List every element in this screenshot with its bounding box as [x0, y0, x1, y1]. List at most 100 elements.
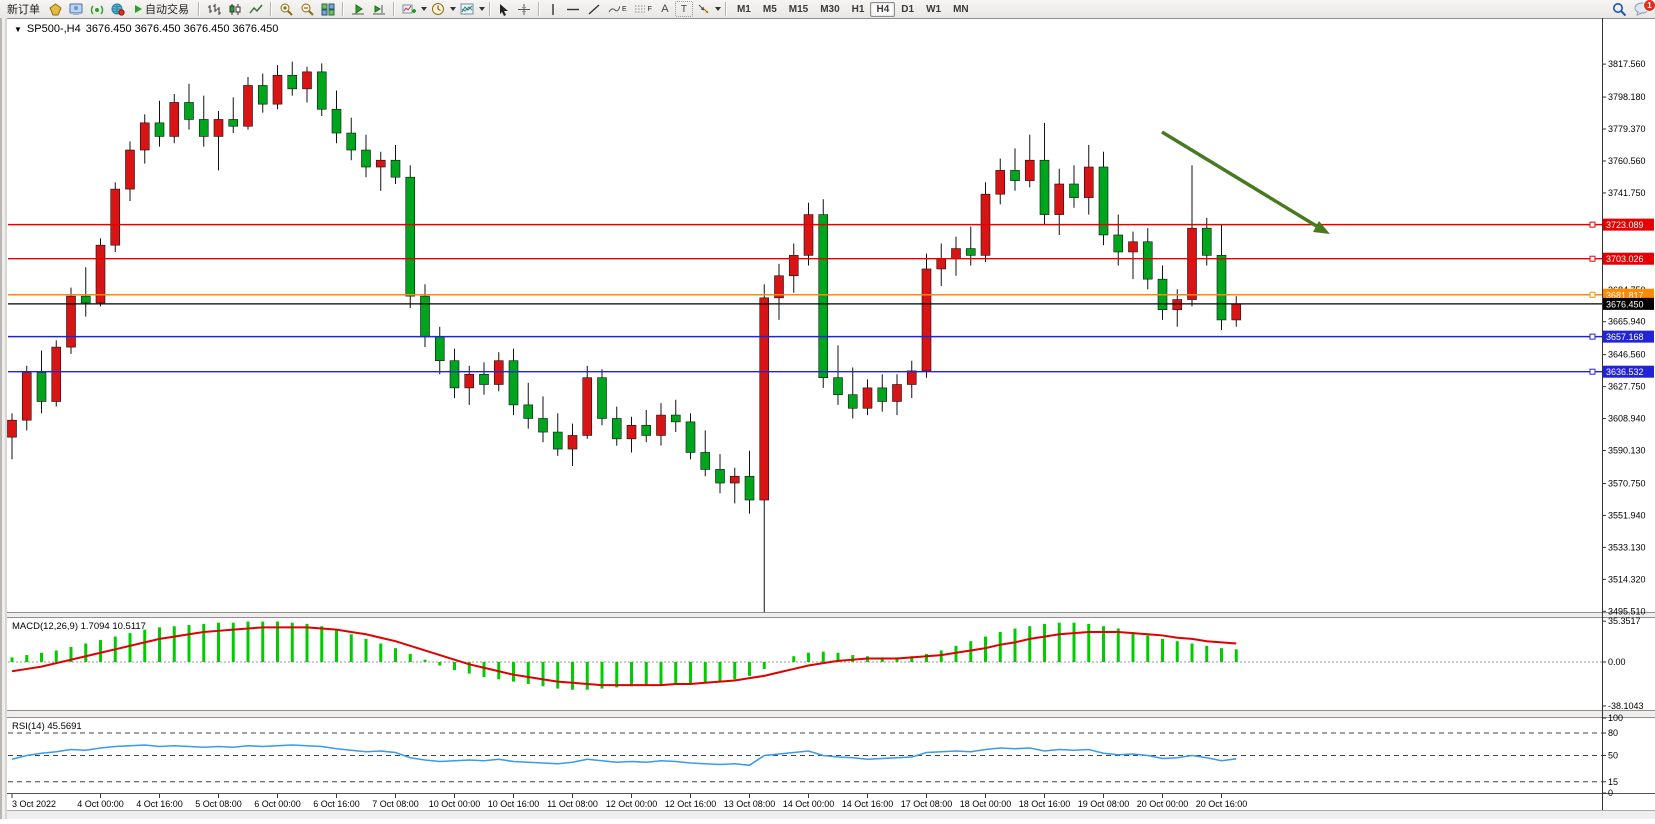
time-axis-label: 10 Oct 00:00: [429, 799, 481, 809]
candlestick: [892, 384, 902, 402]
candlestick: [759, 297, 770, 501]
candlestick: [228, 119, 239, 127]
periods-clock-icon[interactable]: [428, 1, 448, 17]
toolbar-separator: [270, 2, 272, 16]
bar-chart-icon[interactable]: [204, 1, 224, 17]
equidistant-channel-tool-icon[interactable]: E: [605, 1, 630, 17]
line-handle-marker[interactable]: [1589, 255, 1596, 262]
candlestick: [1083, 166, 1094, 198]
candlestick: [243, 85, 253, 127]
candlestick-chart-icon[interactable]: [225, 1, 245, 17]
timeframe-button-w1[interactable]: W1: [926, 3, 942, 15]
candlestick: [582, 377, 593, 436]
candlestick: [1039, 159, 1050, 215]
terminal-window-icon[interactable]: [66, 1, 86, 17]
candlestick: [154, 122, 165, 137]
new-order-button[interactable]: 新订单: [7, 4, 40, 16]
candlestick: [877, 387, 888, 402]
candlestick: [1172, 299, 1183, 311]
timeframe-button-m30[interactable]: M30: [820, 3, 840, 15]
candlestick: [906, 370, 917, 385]
price-tick-label: 3760.560: [1608, 156, 1646, 166]
timeframe-button-h4[interactable]: H4: [870, 1, 896, 17]
auto-scroll-icon[interactable]: [348, 1, 368, 17]
line-handle-marker[interactable]: [1589, 368, 1596, 375]
price-chart-canvas[interactable]: 3817.560 3798.180 3779.370 3760.560 3741.750…: [0, 18, 1655, 819]
price-tick-label: 3817.560: [1608, 59, 1646, 69]
timeframe-button-m1[interactable]: M1: [736, 3, 751, 15]
rsi-pane[interactable]: 100 80 50 150: [8, 713, 1623, 798]
rsi-axis-label: 100: [1608, 713, 1623, 723]
macd-axis-label: 35.3517: [1608, 616, 1641, 626]
time-axis[interactable]: 3 Oct 2022 4 Oct 00:00 4 Oct 16:00 5 Oct 08…: [11, 794, 1247, 809]
trendline-tool-icon[interactable]: [584, 1, 604, 17]
line-chart-icon[interactable]: [246, 1, 266, 17]
collapse-triangle-icon[interactable]: ▼: [14, 24, 22, 34]
timeframe-button-group: M1 M5 M15 M30 H1 H4 D1 W1 MN: [731, 1, 975, 17]
macd-pane[interactable]: 35.3517 0.00 -38.1043: [8, 616, 1644, 711]
text-label-tool-icon[interactable]: T: [674, 1, 693, 17]
pane-separator: [0, 710, 1655, 718]
rsi-axis-label: 0: [1608, 788, 1613, 798]
template-dropdown-caret-icon[interactable]: [479, 7, 485, 11]
candlestick: [331, 108, 342, 134]
zoom-in-icon[interactable]: [276, 1, 296, 17]
vertical-line-tool-icon[interactable]: [544, 1, 562, 17]
candlestick: [302, 71, 312, 90]
timeframe-button-mn[interactable]: MN: [953, 3, 969, 15]
price-axis[interactable]: 3817.560 3798.180 3779.370 3760.560 3741.750…: [1602, 59, 1646, 616]
text-tool-icon[interactable]: A: [661, 3, 669, 15]
time-axis-label: 10 Oct 16:00: [488, 799, 540, 809]
auto-trading-button[interactable]: 自动交易: [129, 1, 194, 17]
time-axis-label: 19 Oct 08:00: [1078, 799, 1130, 809]
pane-separator: [0, 612, 1655, 618]
time-axis-label: 3 Oct 2022: [12, 799, 56, 809]
timeframe-button-d1[interactable]: D1: [901, 3, 915, 15]
time-axis-label: 12 Oct 16:00: [665, 799, 717, 809]
search-icon[interactable]: [1609, 1, 1630, 17]
candlestick: [390, 159, 401, 178]
candlestick: [169, 102, 180, 137]
indicators-add-icon[interactable]: [399, 1, 419, 17]
timeframe-button-m5[interactable]: M5: [762, 3, 777, 15]
notifications-chat-icon[interactable]: 1: [1631, 0, 1655, 17]
line-handle-marker[interactable]: [1589, 333, 1596, 340]
arrows-dropdown-caret-icon[interactable]: [714, 7, 721, 11]
channel-tool-letter: E: [622, 5, 627, 13]
chart-shift-icon[interactable]: [369, 1, 389, 17]
trend-arrow-annotation[interactable]: [1161, 130, 1330, 234]
candlestick: [1069, 183, 1079, 198]
timeframe-button-m15[interactable]: M15: [788, 3, 809, 15]
periods-dropdown-caret-icon[interactable]: [450, 7, 456, 11]
line-handle-marker[interactable]: [1589, 291, 1596, 298]
candlestick: [1142, 241, 1153, 280]
price-badge-label: 3636.532: [1606, 367, 1644, 377]
market-globe-icon[interactable]: [108, 1, 128, 17]
candlestick: [464, 373, 475, 389]
timeframe-button-h1[interactable]: H1: [851, 3, 865, 15]
candlestick: [21, 372, 32, 421]
template-icon[interactable]: [457, 1, 477, 17]
candlestick: [361, 149, 371, 168]
arrows-tool-icon[interactable]: [694, 1, 713, 17]
chart-ohlc-values: 3676.450 3676.450 3676.450 3676.450: [85, 23, 279, 35]
zoom-out-icon[interactable]: [297, 1, 317, 17]
candlestick: [405, 176, 416, 297]
cursor-icon[interactable]: [495, 1, 513, 17]
tile-windows-icon[interactable]: [318, 1, 338, 17]
profile-icon[interactable]: [46, 1, 65, 17]
signals-icon[interactable]: [87, 1, 107, 17]
horizontal-line-tool-icon[interactable]: [563, 1, 583, 17]
crosshair-icon[interactable]: [514, 1, 534, 17]
line-handle-marker[interactable]: [1589, 221, 1596, 228]
time-axis-label: 5 Oct 08:00: [195, 799, 242, 809]
window-left-edge: [0, 18, 7, 819]
time-axis-label: 14 Oct 16:00: [842, 799, 894, 809]
fibonacci-tool-icon[interactable]: F: [631, 1, 655, 17]
candlestick: [818, 214, 829, 378]
indicators-dropdown-caret-icon[interactable]: [421, 7, 427, 11]
candlestick: [700, 452, 711, 470]
candlestick: [36, 372, 47, 402]
